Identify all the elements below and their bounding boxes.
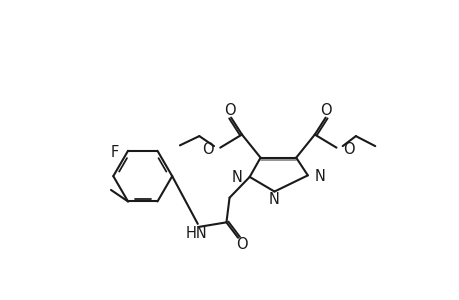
Text: N: N xyxy=(231,170,242,185)
Text: HN: HN xyxy=(186,226,207,241)
Text: N: N xyxy=(314,169,325,184)
Text: N: N xyxy=(268,192,279,207)
Text: O: O xyxy=(235,237,247,252)
Text: O: O xyxy=(201,142,213,157)
Text: O: O xyxy=(320,103,331,118)
Text: O: O xyxy=(224,103,235,118)
Text: F: F xyxy=(110,145,118,160)
Text: O: O xyxy=(343,142,354,157)
